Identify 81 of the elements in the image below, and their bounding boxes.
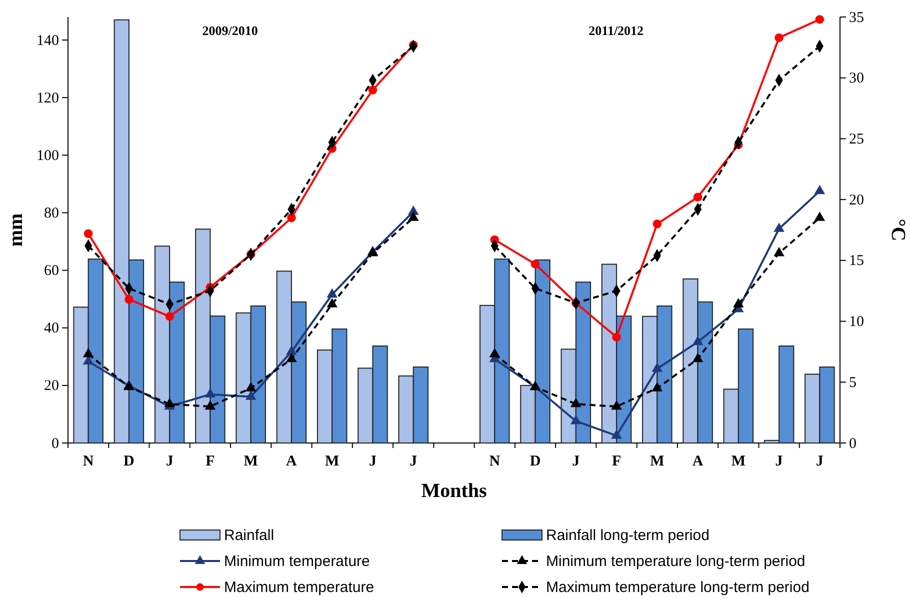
legend-label: Minimum temperature long-term period [546,553,806,570]
y2-tick-label: 30 [849,70,864,87]
point [82,348,94,358]
y-tick-label: 20 [44,378,59,394]
point [286,346,297,355]
x-tick-label: N [489,454,500,470]
point [286,352,297,362]
x-tick-label: A [692,454,704,470]
x-tick-label: M [650,454,664,470]
point [692,336,704,346]
y-tick-label: 40 [44,320,59,337]
y-tick-label: 100 [36,148,59,164]
x-tick-label: A [286,454,298,470]
x-axis-title: Months [421,480,487,502]
point [652,362,663,372]
x-tick-label: J [166,454,174,470]
x-tick-label: M [244,454,258,470]
point [611,429,622,439]
x-tick-label: F [612,454,622,470]
y2-tick-label: 0 [849,436,856,452]
y2-tick-label: 35 [849,10,864,26]
y2-tick-label: 20 [849,192,864,208]
point [774,33,784,42]
x-tick-label: J [368,454,377,470]
y2-axis-title: °C [887,218,909,242]
x-tick-label: J [410,454,418,470]
x-tick-label: J [572,454,580,470]
point [693,192,702,202]
legend-label: Rainfall long-term period [546,527,710,544]
point [124,295,134,304]
point [570,414,582,424]
point [815,15,824,24]
point [84,229,93,238]
point [204,388,216,398]
point [692,352,704,362]
point [733,298,744,308]
legend-label: Maximum temperature [224,579,374,596]
x-tick-label: D [124,454,135,470]
y-axis-title: mm [5,213,27,247]
point [204,400,216,410]
y2-tick-label: 5 [849,374,856,391]
legend-label: Minimum temperature [224,553,370,570]
y-tick-label: 0 [52,436,59,452]
point [530,260,540,268]
x-tick-label: J [816,454,824,470]
x-tick-label: M [731,454,746,470]
point [652,220,662,228]
x-tick-label: M [325,454,340,470]
point [814,184,826,194]
point [774,222,784,232]
legend-label: Rainfall [224,527,274,544]
point [368,86,378,94]
point [326,298,338,308]
point [611,400,622,410]
point [245,390,256,400]
annotation: 2009/2010 [202,23,258,38]
point [326,288,338,298]
point [408,212,419,221]
point [774,246,784,256]
point [489,348,500,358]
y-tick-label: 140 [36,32,59,49]
legend-label: Maximum temperature long-term period [546,579,810,596]
y2-tick-label: 15 [849,253,864,270]
point [814,212,826,221]
point [652,382,663,392]
point [612,332,621,342]
y-tick-label: 60 [44,263,59,280]
x-tick-label: N [82,454,94,470]
y2-tick-label: 10 [849,314,864,330]
annotation: 2011/2012 [588,23,644,38]
point [570,398,582,408]
y-tick-label: 80 [44,206,59,222]
point [165,312,174,321]
x-tick-label: D [530,454,541,470]
x-tick-label: J [775,454,784,470]
x-tick-label: F [206,454,215,470]
point [245,382,256,392]
point [287,213,296,222]
y-tick-label: 120 [36,90,59,106]
y2-tick-label: 25 [849,132,864,148]
point [164,398,175,408]
